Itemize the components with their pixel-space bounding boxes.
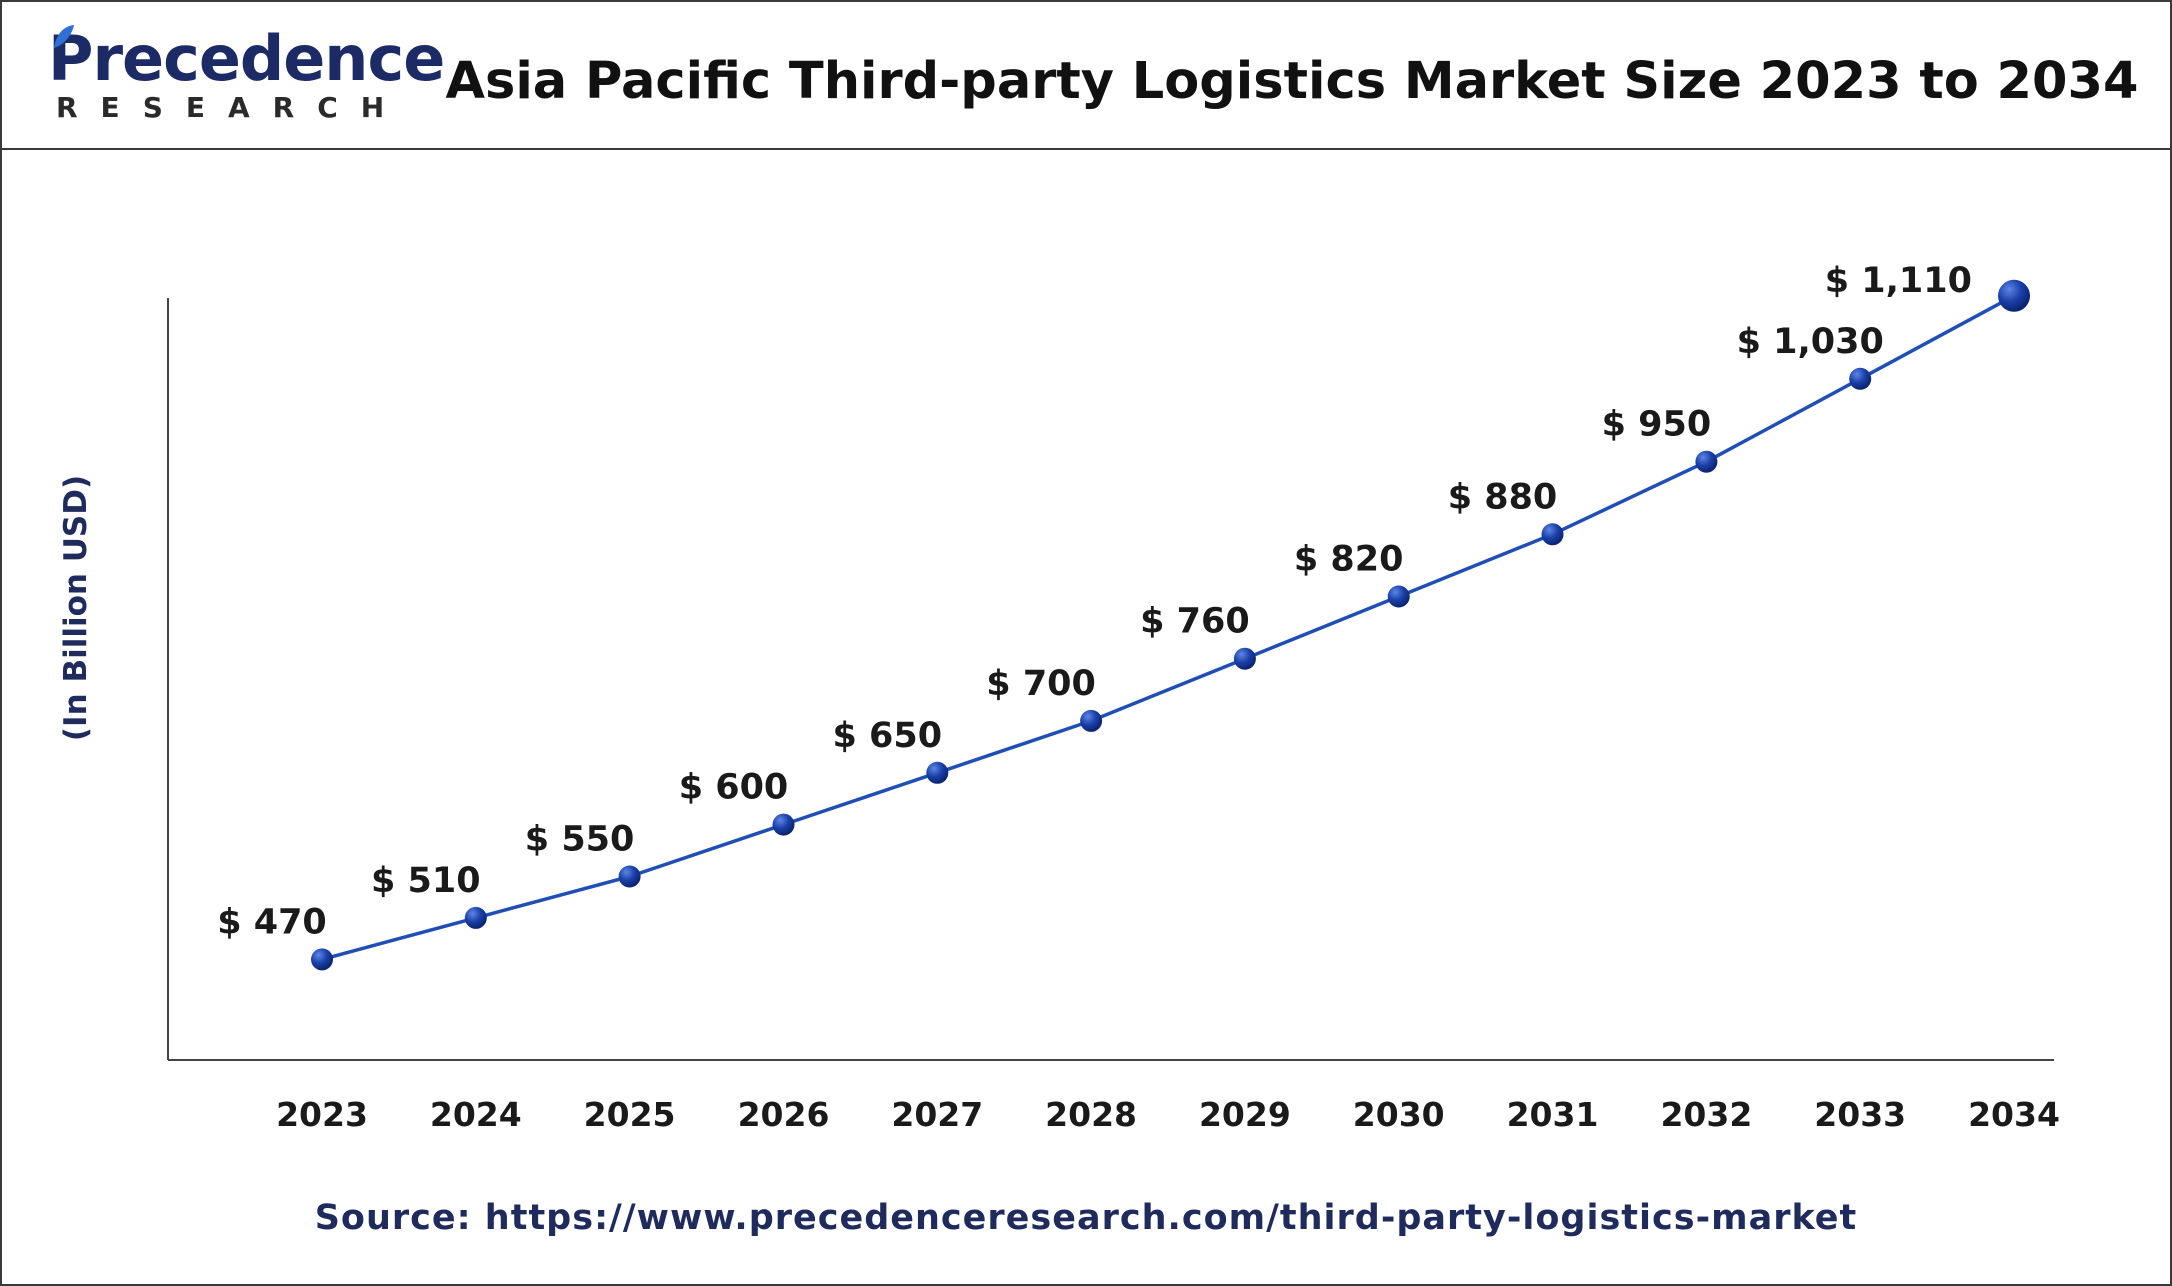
x-tick-label: 2025 (584, 1095, 676, 1134)
data-point (618, 865, 641, 888)
brand-logo: Precedence RESEARCH (48, 24, 445, 134)
leaf-icon (54, 25, 74, 48)
x-tick-label: 2032 (1660, 1095, 1752, 1134)
source-note: Source: https://www.precedenceresearch.c… (314, 1198, 1858, 1238)
data-point (1849, 367, 1872, 390)
x-tick-label: 2029 (1199, 1095, 1291, 1134)
x-tick-label: 2024 (430, 1095, 522, 1134)
chart-title: Asia Pacific Third-party Logistics Marke… (445, 52, 2139, 111)
data-point (1387, 585, 1410, 608)
data-point (464, 906, 487, 929)
x-tick-label: 2034 (1968, 1095, 2060, 1134)
data-label: $ 760 (1140, 602, 1250, 642)
data-label: $ 1,030 (1737, 322, 1884, 362)
x-tick-label: 2033 (1814, 1095, 1906, 1134)
y-axis-title: (In Billion USD) (58, 475, 94, 741)
data-labels: $ 470 $ 510 $ 550 $ 600 $ 650 $ 700 $ 760 $ 820… (217, 261, 1972, 943)
logo-wordmark: Precedence (48, 22, 445, 95)
data-point (1695, 450, 1718, 473)
data-point (311, 948, 333, 971)
data-label: $ 510 (371, 861, 481, 901)
data-point (772, 813, 795, 836)
x-tick-label: 2027 (891, 1095, 983, 1134)
data-label: $ 650 (832, 716, 942, 756)
data-label: $ 820 (1294, 540, 1404, 580)
data-point (1541, 523, 1564, 546)
header: Precedence RESEARCH Asia Pacific Third-p… (2, 2, 2170, 150)
x-tick-label: 2026 (738, 1095, 830, 1134)
data-point (1233, 647, 1256, 670)
logo-subtitle: RESEARCH (56, 91, 408, 124)
x-tick-label: 2028 (1045, 1095, 1137, 1134)
data-label: $ 470 (217, 902, 327, 942)
data-label: $ 550 (525, 820, 635, 860)
series-line (321, 294, 2015, 962)
x-tick-label: 2031 (1507, 1095, 1599, 1134)
x-tick-label: 2023 (276, 1095, 368, 1134)
data-label: $ 950 (1602, 405, 1712, 445)
data-point (926, 761, 949, 784)
data-point (1998, 279, 2030, 312)
data-label: $ 880 (1448, 477, 1558, 517)
data-point (1080, 709, 1103, 732)
x-tick-label: 2030 (1353, 1095, 1445, 1134)
data-label: $ 1,110 (1825, 261, 1972, 301)
data-label: $ 700 (986, 664, 1096, 704)
x-tick-labels: 2023 2024 2025 2026 2027 2028 2029 2030 2031 2032… (276, 1095, 2060, 1134)
data-points (311, 279, 2030, 971)
data-label: $ 600 (679, 768, 789, 808)
